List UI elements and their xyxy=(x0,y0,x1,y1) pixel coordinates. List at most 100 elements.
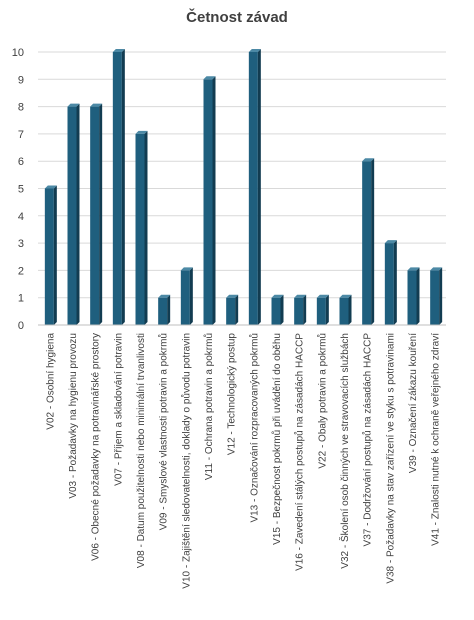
bar-top xyxy=(44,185,57,189)
bar-front xyxy=(135,133,145,325)
bar-front xyxy=(112,52,122,325)
x-category-label: V11 - Ochrana potravin a pokrmů xyxy=(203,333,215,480)
bar xyxy=(90,103,103,325)
x-category-label: V16 - Zavedení stálých postupů na zásadá… xyxy=(294,333,306,571)
y-tick-label: 7 xyxy=(18,129,24,141)
bar-front xyxy=(384,243,394,325)
bar-side xyxy=(393,240,397,325)
bar xyxy=(112,49,125,325)
bar-top xyxy=(339,294,352,298)
bar-front xyxy=(67,106,77,325)
chart-title: Četnost závad xyxy=(186,8,288,26)
bar-top xyxy=(271,294,284,298)
x-category-label: V08 - Datum použitelnosti nebo minimální… xyxy=(136,333,147,568)
bar-front xyxy=(271,297,281,325)
x-category-label: V39 - Označení zákazu kouření xyxy=(408,333,419,473)
bar-top xyxy=(294,294,307,298)
bar-front xyxy=(316,297,326,325)
y-tick-label: 4 xyxy=(18,211,24,223)
bar-side xyxy=(348,294,352,325)
y-tick-label: 9 xyxy=(18,74,24,86)
bar xyxy=(294,294,307,325)
bar-front xyxy=(44,188,54,325)
y-tick-label: 6 xyxy=(18,156,24,168)
bar-top xyxy=(248,49,261,52)
bar-top xyxy=(362,158,375,162)
bar-side xyxy=(303,294,307,325)
bar-top xyxy=(384,240,397,244)
x-category-label: V10 - Zajištění sledovatelnosti, doklady… xyxy=(180,333,192,589)
bar-front xyxy=(407,270,417,325)
x-category-label: V22 - Obaly potravin a pokrmů xyxy=(316,333,328,469)
y-tick-label: 5 xyxy=(18,184,24,196)
bar-top xyxy=(90,103,103,107)
bar-side xyxy=(144,130,148,325)
bar-side xyxy=(53,185,57,325)
x-category-label: V07 - Příjem a skladování potravin xyxy=(113,333,124,486)
bar xyxy=(203,76,216,325)
bar xyxy=(384,240,397,325)
bar-side xyxy=(439,267,443,325)
bar-side xyxy=(371,158,375,325)
bar-top xyxy=(67,103,80,107)
bar-front xyxy=(90,106,100,325)
bar-side xyxy=(212,76,216,325)
bar-side xyxy=(189,267,193,325)
x-category-label: V03 - Požadavky na hygienu provozu xyxy=(68,333,79,499)
bar xyxy=(316,294,329,325)
bar-side xyxy=(167,294,171,325)
bar-top xyxy=(430,267,443,271)
bar xyxy=(271,294,284,325)
bar-top xyxy=(226,294,239,298)
y-tick-label: 2 xyxy=(18,265,24,277)
x-category-label: V37 - Dodržování postupů na zásadách HAC… xyxy=(362,333,374,547)
bar-front xyxy=(339,297,349,325)
bar xyxy=(248,49,261,325)
bar-top xyxy=(316,294,329,298)
bar-top xyxy=(158,294,171,298)
x-category-label: V02 - Osobní hygiena xyxy=(45,333,56,430)
bar xyxy=(158,294,171,325)
x-category-label: V15 - Bezpečnost pokrmů při uvádění do o… xyxy=(271,333,283,545)
y-tick-label: 10 xyxy=(12,47,24,59)
y-tick-label: 3 xyxy=(18,238,24,250)
bar-side xyxy=(325,294,329,325)
bar xyxy=(180,267,193,325)
y-tick-label: 0 xyxy=(18,320,24,332)
bar-side xyxy=(99,103,103,325)
y-tick-label: 8 xyxy=(18,102,24,114)
bar-front xyxy=(248,52,258,325)
bar-top xyxy=(203,76,216,80)
y-axis-ticks: 0 1 2 3 4 5 6 7 8 9 10 xyxy=(12,47,24,332)
bar-side xyxy=(76,103,80,325)
bar-side xyxy=(235,294,239,325)
y-tick-label: 1 xyxy=(18,293,24,305)
bar-front xyxy=(226,297,236,325)
bar xyxy=(339,294,352,325)
x-category-label: V06 - Obecné požadavky na potravinářské … xyxy=(91,333,102,561)
bar xyxy=(362,158,375,325)
bar xyxy=(67,103,80,325)
x-category-label: V12 - Technologický postup xyxy=(227,333,238,456)
x-category-label: V38 - Požadavky na stav zařízení ve styk… xyxy=(385,333,396,584)
bar-side xyxy=(416,267,420,325)
bar xyxy=(407,267,420,325)
gridlines xyxy=(38,51,446,299)
bar-top xyxy=(407,267,420,271)
bar-front xyxy=(203,79,213,325)
bar-top xyxy=(112,49,125,52)
bar-top xyxy=(180,267,193,271)
bar-side xyxy=(280,294,284,325)
bar-front xyxy=(158,297,168,325)
bars xyxy=(44,49,443,325)
bar xyxy=(135,130,148,325)
x-category-label: V41 - Znalosti nutné k ochraně veřejného… xyxy=(431,333,442,546)
x-category-label: V09 - Smyslové vlastnosti potravin a pok… xyxy=(158,333,170,530)
bar-front xyxy=(294,297,304,325)
bar xyxy=(430,267,443,325)
x-category-label: V32 - Školení osob činných ve stravovací… xyxy=(338,333,351,569)
bar xyxy=(226,294,239,325)
bar-side xyxy=(257,49,261,325)
